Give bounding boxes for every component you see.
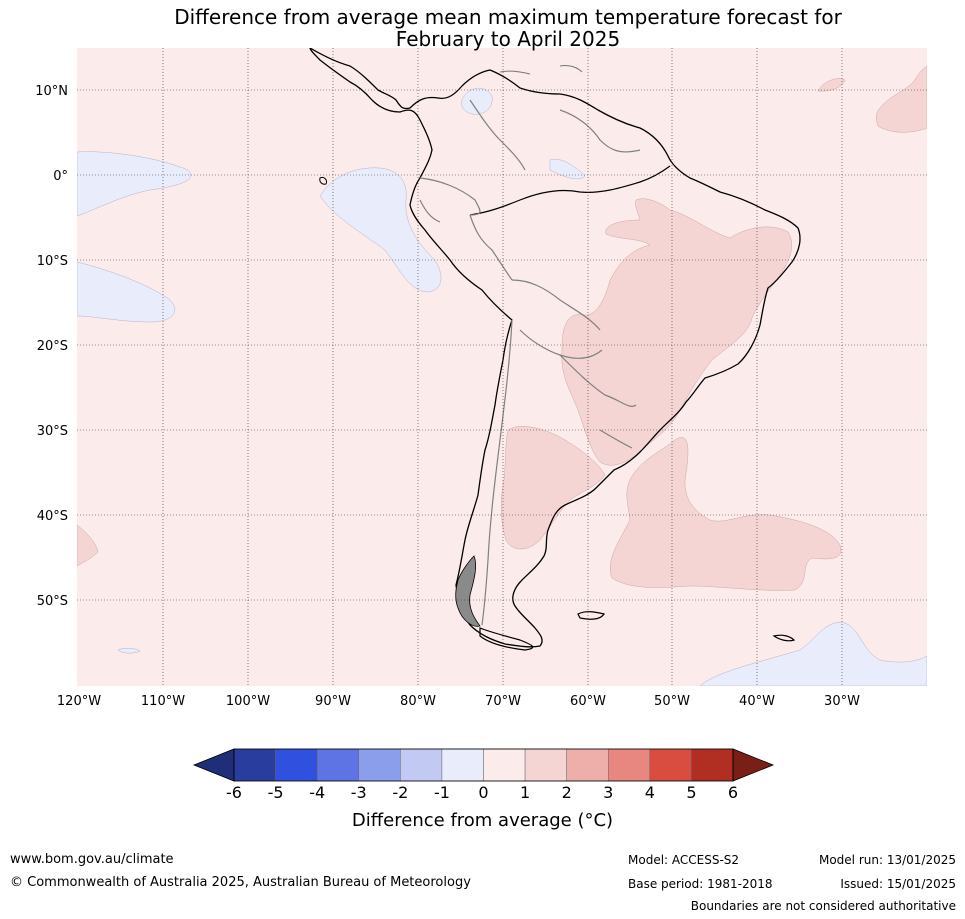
- warm-region-south-atlantic: [610, 437, 842, 591]
- lon-label-60w: 60°W: [570, 694, 606, 709]
- cool-region-caribbean: [461, 88, 493, 115]
- lon-label-40w: 40°W: [739, 694, 775, 709]
- caribbean-islands: [499, 65, 583, 75]
- cool-region-southeast-pacific: [77, 261, 175, 323]
- colorbar-bin: [649, 748, 692, 782]
- border-colombia-peru: [419, 177, 481, 216]
- cool-region-small: [117, 647, 141, 654]
- colorbar-tick-label: 3: [603, 783, 613, 802]
- colorbar-tick-label: -2: [392, 783, 408, 802]
- title-line-2: February to April 2025: [395, 27, 621, 51]
- colorbar-tick-label: 1: [520, 783, 530, 802]
- cool-region-equatorial-pacific: [77, 151, 191, 217]
- lat-label-40s: 40°S: [37, 509, 68, 524]
- issued-date: Issued: 15/01/2025: [840, 877, 956, 891]
- colorbar-frame: [233, 748, 734, 782]
- warm-region-east-atlantic: [876, 65, 927, 133]
- chilean-archipelago: [455, 555, 481, 627]
- colorbar-bin: [316, 748, 359, 782]
- colorbar-high-extend: [732, 748, 775, 782]
- border-ecuador-peru: [419, 199, 441, 223]
- model-name: Model: ACCESS-S2: [628, 853, 740, 867]
- copyright-text: © Commonwealth of Australia 2025, Austra…: [10, 875, 471, 890]
- south-georgia: [772, 634, 796, 642]
- lon-label-90w: 90°W: [315, 694, 351, 709]
- colorbar-bin: [358, 748, 401, 782]
- colorbar-label: Difference from average (°C): [351, 810, 614, 831]
- lon-label-110w: 110°W: [141, 694, 185, 709]
- colorbar-tick-label: -6: [226, 783, 242, 802]
- lon-label-80w: 80°W: [400, 694, 436, 709]
- colorbar-bin: [441, 748, 484, 782]
- colorbar-bin: [524, 748, 567, 782]
- border-colombia-venezuela: [469, 99, 526, 171]
- colorbar-tick-label: -5: [268, 783, 284, 802]
- lon-label-70w: 70°W: [485, 694, 521, 709]
- border-argentina-chile: [481, 319, 513, 626]
- lon-label-120w: 120°W: [57, 694, 101, 709]
- border-brazil-uruguay: [599, 429, 633, 449]
- colorbar-tick-label: 5: [686, 783, 696, 802]
- colorbar-ticks: -6 -5 -4 -3 -2 -1 0 1 2 3 4 5 6: [226, 783, 738, 802]
- colorbar-tick-label: -4: [309, 783, 325, 802]
- falkland-islands: [577, 611, 605, 620]
- colorbar-tick-label: 2: [562, 783, 572, 802]
- border-guianas: [559, 109, 641, 153]
- amazon-river: [469, 165, 671, 216]
- tierra-del-fuego: [479, 627, 534, 651]
- galapagos-islands: [319, 177, 327, 185]
- colorbar-bin: [233, 748, 276, 782]
- country-borders: [419, 99, 641, 626]
- lat-label-50s: 50°S: [37, 594, 68, 609]
- colorbar-bin: [566, 748, 609, 782]
- warm-region-brazil: [561, 198, 792, 466]
- warm-region-southwest-pacific: [77, 524, 99, 567]
- lon-label-100w: 100°W: [226, 694, 270, 709]
- colorbar-tick-label: 6: [728, 783, 738, 802]
- border-peru-brazil: [469, 214, 513, 281]
- lat-label-10n: 10°N: [35, 84, 68, 99]
- colorbar-bin: [483, 748, 526, 782]
- cool-region-peru-coast: [319, 167, 442, 293]
- graticule: [77, 48, 927, 686]
- lat-label-20s: 20°S: [37, 339, 68, 354]
- boundaries-disclaimer: Boundaries are not considered authoritat…: [690, 899, 956, 913]
- south-america-coastline: [309, 48, 801, 648]
- lat-label-30s: 30°S: [37, 424, 68, 439]
- title-line-1: Difference from average mean maximum tem…: [174, 5, 842, 29]
- colorbar-tick-label: 0: [478, 783, 488, 802]
- colorbar-bin: [275, 748, 318, 782]
- colorbar: [192, 748, 775, 782]
- colorbar-bin: [608, 748, 651, 782]
- website-link[interactable]: www.bom.gov.au/climate: [10, 852, 174, 867]
- colorbar-low-extend: [192, 748, 235, 782]
- border-bolivia-brazil: [511, 279, 601, 331]
- lon-label-30w: 30°W: [824, 694, 860, 709]
- model-run-date: Model run: 13/01/2025: [818, 853, 956, 867]
- coastlines: [309, 48, 801, 651]
- lon-label-50w: 50°W: [654, 694, 690, 709]
- base-period: Base period: 1981-2018: [628, 877, 773, 891]
- cool-region-amazon-mouth: [549, 158, 586, 180]
- lat-label-0: 0°: [53, 169, 68, 184]
- map-title: Difference from average mean maximum tem…: [0, 6, 965, 50]
- colorbar-tick-label: -3: [351, 783, 367, 802]
- warm-region-argentina: [501, 426, 606, 550]
- colorbar-tick-label: -1: [434, 783, 450, 802]
- warm-region-north-atlantic: [817, 78, 846, 92]
- border-argentina-paraguay: [559, 354, 637, 407]
- lat-label-10s: 10°S: [37, 254, 68, 269]
- colorbar-tick-label: 4: [645, 783, 655, 802]
- colorbar-bin: [691, 748, 734, 782]
- colorbar-bin: [400, 748, 443, 782]
